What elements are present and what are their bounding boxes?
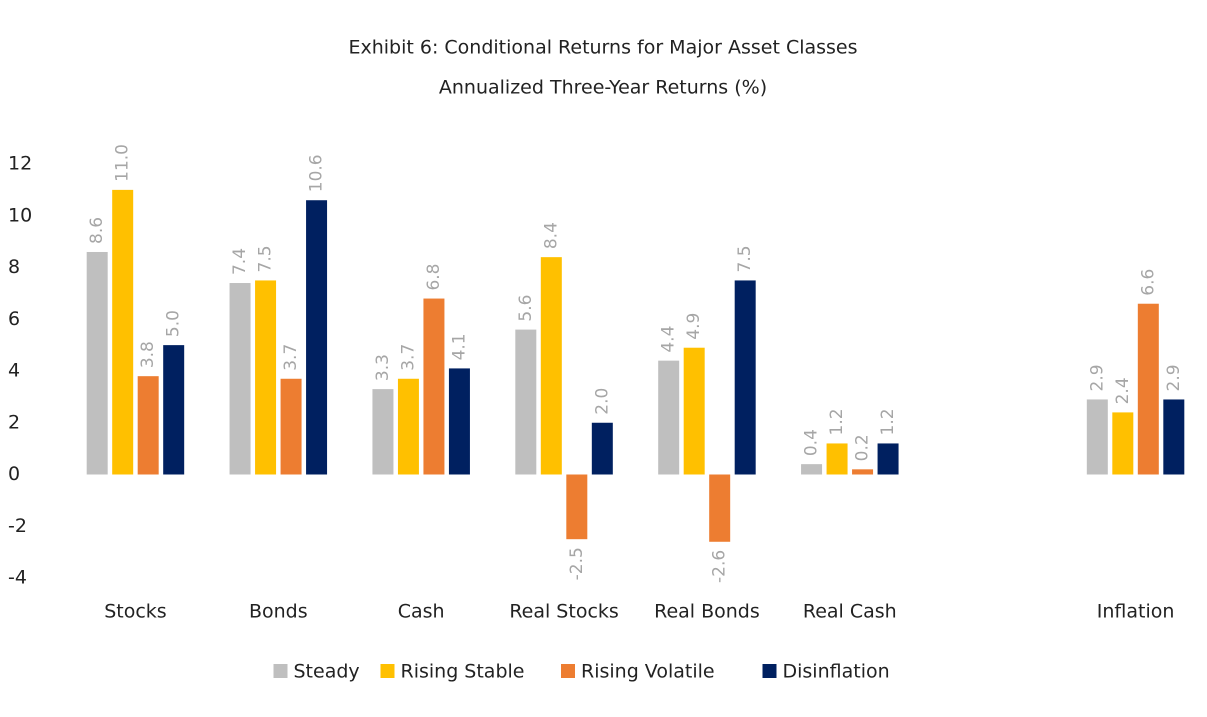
x-tick-label: Real Stocks (509, 601, 618, 623)
x-tick-label: Real Cash (803, 601, 897, 623)
y-tick-label: 6 (8, 308, 20, 330)
data-label: 11.0 (113, 144, 133, 182)
bar (709, 474, 731, 542)
data-label: 4.9 (684, 313, 704, 340)
bar (1137, 303, 1159, 475)
x-tick-label: Stocks (104, 601, 166, 623)
y-tick-label: 0 (8, 463, 20, 485)
bar (801, 464, 823, 475)
bar (112, 189, 134, 475)
bar (448, 368, 470, 475)
data-label: 0.2 (853, 434, 873, 461)
data-label: 1.2 (878, 408, 898, 435)
data-label: -2.6 (710, 550, 730, 583)
legend-swatch (561, 664, 575, 678)
bar (826, 443, 848, 475)
y-tick-label: 4 (8, 360, 20, 382)
y-tick-label: 2 (8, 411, 20, 433)
data-label: 7.5 (256, 245, 276, 272)
bar (229, 283, 251, 475)
bar (852, 469, 874, 475)
legend-swatch (762, 664, 777, 678)
data-label: 6.6 (1138, 269, 1158, 296)
bar (255, 280, 277, 475)
y-tick-label: -2 (8, 515, 27, 537)
data-label: 1.2 (827, 408, 847, 435)
bar (566, 474, 588, 540)
legend-label: Steady (294, 661, 360, 683)
data-label: 4.1 (449, 333, 469, 360)
data-label: 3.8 (138, 341, 158, 368)
bar (137, 376, 159, 475)
y-tick-label: -4 (8, 567, 27, 589)
data-label: 3.7 (398, 344, 418, 371)
data-label: 2.9 (1087, 364, 1107, 391)
bar (540, 257, 562, 475)
data-label: 2.9 (1164, 364, 1184, 391)
legend-label: Disinflation (783, 661, 890, 683)
data-label: 5.0 (164, 310, 184, 337)
data-label: -2.5 (567, 547, 587, 580)
bar (1086, 399, 1108, 475)
x-tick-label: Bonds (249, 601, 308, 623)
y-tick-label: 12 (8, 153, 32, 175)
y-tick-label: 8 (8, 256, 20, 278)
data-label: 10.6 (307, 154, 327, 192)
chart-subtitle: Annualized Three-Year Returns (%) (439, 77, 767, 99)
data-label: 0.4 (802, 429, 822, 456)
y-tick-label: 10 (8, 204, 32, 226)
data-label: 6.8 (424, 264, 444, 291)
data-label: 4.4 (659, 326, 679, 353)
x-tick-label: Real Bonds (654, 601, 760, 623)
data-label: 3.3 (373, 354, 393, 381)
chart-title: Exhibit 6: Conditional Returns for Major… (348, 37, 857, 59)
bar (1163, 399, 1185, 475)
bar (1112, 412, 1134, 475)
bar (372, 389, 394, 475)
data-label: 5.6 (516, 295, 536, 322)
bar (683, 347, 705, 475)
data-label: 8.6 (87, 217, 107, 244)
data-label: 2.4 (1113, 377, 1133, 404)
data-label: 7.4 (230, 248, 250, 275)
x-tick-label: Cash (398, 601, 445, 623)
legend-swatch (380, 664, 395, 678)
bar (515, 329, 537, 475)
bar (591, 422, 613, 475)
bar (734, 280, 756, 475)
data-label: 8.4 (541, 222, 561, 249)
bar (423, 298, 445, 475)
data-label: 2.0 (592, 388, 612, 415)
legend-label: Rising Volatile (581, 661, 715, 683)
bar (163, 345, 185, 475)
bar (658, 360, 680, 475)
bar (86, 251, 108, 475)
legend-swatch (273, 664, 288, 678)
bar (280, 378, 302, 475)
x-tick-label: Inflation (1097, 601, 1175, 623)
data-label: 3.7 (281, 344, 301, 371)
bar (877, 443, 899, 475)
legend-label: Rising Stable (401, 661, 525, 683)
bar (397, 378, 419, 475)
data-label: 7.5 (735, 245, 755, 272)
bar (306, 200, 328, 475)
